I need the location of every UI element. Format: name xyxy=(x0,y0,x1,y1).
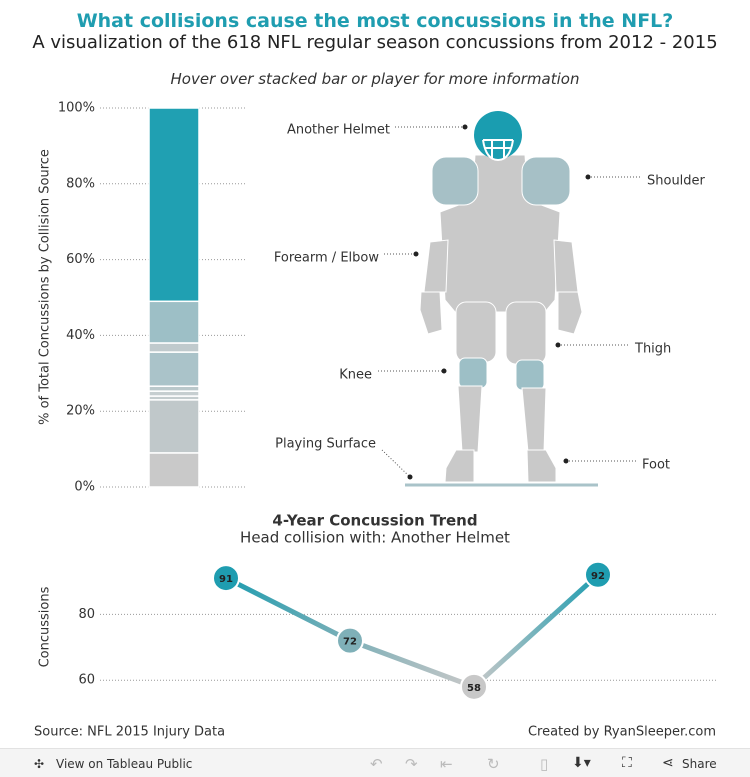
y-tick-label: 100% xyxy=(58,101,95,116)
part-label[interactable]: Foot xyxy=(642,458,670,473)
charts: Another Helmet Shoulder Forearm / Elbow … xyxy=(34,101,718,740)
instruction: Hover over stacked bar or player for mor… xyxy=(170,70,580,88)
bar-segment[interactable] xyxy=(148,351,200,387)
toolbar: ✣ View on Tableau Public ↶ ↷ ⇤ ↻ ▯ ⬇▾ ⛶ … xyxy=(0,748,750,777)
point[interactable] xyxy=(212,564,240,593)
y-axis-label: Concussions xyxy=(38,586,53,667)
data-label: 91 xyxy=(219,574,233,585)
pause-icon[interactable]: ▯ xyxy=(540,755,549,773)
data-label: 72 xyxy=(343,637,357,648)
player-labels: Another Helmet Shoulder Forearm / Elbow … xyxy=(274,123,706,480)
part-label[interactable]: Forearm / Elbow xyxy=(274,251,379,266)
part-label[interactable]: Playing Surface xyxy=(275,437,376,452)
leader-dot xyxy=(462,124,468,130)
revert-icon[interactable]: ⇤ xyxy=(440,755,453,773)
credit[interactable]: Created by RyanSleeper.com xyxy=(528,725,716,740)
subtitle: A visualization of the 618 NFL regular s… xyxy=(32,32,718,53)
part-label[interactable]: Another Helmet xyxy=(287,123,390,138)
y-tick-label: 0% xyxy=(74,480,95,495)
y-tick-label: 60 xyxy=(78,673,95,688)
leader-dot xyxy=(407,474,413,480)
point[interactable] xyxy=(336,626,364,655)
y-tick-label: 80 xyxy=(78,607,95,622)
y-tick-label: 60% xyxy=(66,252,95,267)
player-figure[interactable] xyxy=(405,111,598,487)
y-tick-label: 40% xyxy=(66,328,95,343)
leader xyxy=(381,449,411,478)
line xyxy=(224,572,600,690)
share-button[interactable]: Share xyxy=(682,757,717,771)
leader-dot xyxy=(585,174,591,180)
part-label[interactable]: Thigh xyxy=(634,342,671,357)
bar-segment[interactable] xyxy=(148,399,200,454)
point[interactable] xyxy=(584,560,612,589)
leader-dot xyxy=(441,368,447,374)
bar-segment[interactable] xyxy=(148,300,200,344)
download-icon[interactable]: ⬇▾ xyxy=(572,755,591,771)
y-tick-label: 80% xyxy=(66,176,95,191)
chart-title: 4-Year Concussion Trend xyxy=(272,512,477,530)
point[interactable] xyxy=(460,672,488,701)
chart-subtitle: Head collision with: Another Helmet xyxy=(240,529,510,547)
tableau-icon: ✣ xyxy=(34,757,45,771)
fullscreen-icon[interactable]: ⛶ xyxy=(622,755,632,771)
data-label: 58 xyxy=(467,683,481,694)
part-label[interactable]: Shoulder xyxy=(647,174,706,189)
source: Source: NFL 2015 Injury Data xyxy=(34,725,225,740)
data-label: 92 xyxy=(591,571,605,582)
leader-dot xyxy=(563,458,569,464)
share-icon[interactable]: ⋖ xyxy=(662,755,674,771)
leader-dot xyxy=(555,342,561,348)
leader-dot xyxy=(413,251,419,257)
y-axis-label: % of Total Concussions by Collision Sour… xyxy=(38,149,53,425)
part-label[interactable]: Knee xyxy=(339,368,372,383)
title: What collisions cause the most concussio… xyxy=(76,10,674,32)
bar-segment[interactable] xyxy=(148,107,200,303)
undo-icon[interactable]: ↶ xyxy=(370,755,383,773)
bar-segment[interactable] xyxy=(148,452,200,488)
view-link[interactable]: View on Tableau Public xyxy=(56,757,193,771)
redo-icon[interactable]: ↷ xyxy=(405,755,418,773)
refresh-icon[interactable]: ↻ xyxy=(487,755,500,773)
bar-segment[interactable] xyxy=(148,342,200,353)
y-tick-label: 20% xyxy=(66,404,95,419)
